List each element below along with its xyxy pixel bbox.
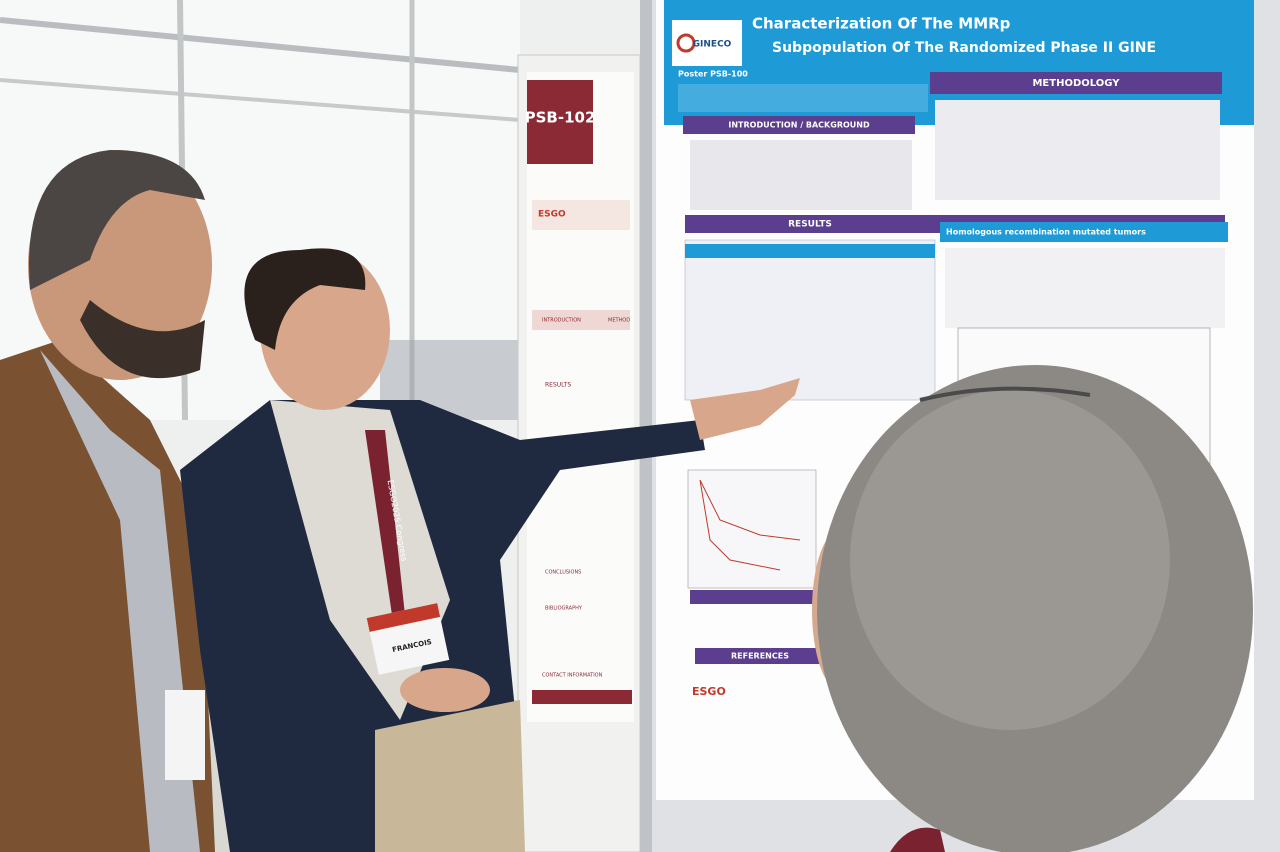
poster-heading: BIBLIOGRAPHY [545, 606, 583, 612]
section-bar [690, 590, 820, 604]
section-heading: RESULTS [788, 220, 832, 230]
pointing-hand [690, 378, 800, 440]
figure [687, 469, 817, 589]
poster-footer [532, 690, 632, 704]
hair-highlight [850, 390, 1170, 730]
badge [165, 690, 205, 780]
poster-title: Subpopulation Of The Randomized Phase II… [772, 40, 1156, 56]
logo-icon [676, 33, 696, 53]
table [684, 239, 936, 401]
section-bar [683, 116, 915, 134]
glasses [919, 386, 1091, 402]
poster [527, 72, 634, 722]
poster-title: Characterization Of The MMRp [752, 15, 1011, 33]
text-block [945, 248, 1225, 328]
poster-heading: CONTACT INFORMATION [542, 673, 603, 679]
beard [80, 300, 205, 379]
poster-heading: INTRODUCTION [542, 318, 581, 324]
section-heading: METHODOLOGY [1032, 78, 1120, 89]
window-frame [0, 17, 521, 73]
section-heading: INTRODUCTION / BACKGROUND [728, 121, 870, 130]
section-heading: REFERENCES [731, 652, 789, 661]
hair [29, 150, 205, 290]
hair [244, 248, 366, 350]
poster-logo: ESGO [538, 210, 566, 220]
logo-text: GINECO [693, 40, 732, 50]
lanyard [365, 430, 405, 615]
author-lines [678, 84, 928, 112]
section-bar [940, 222, 1228, 242]
poster-heading: METHOD [608, 318, 630, 324]
figure-curve [699, 479, 801, 571]
text-block [935, 100, 1220, 200]
lanyard [890, 827, 945, 852]
section-bar [695, 648, 825, 664]
logo-box [672, 20, 742, 66]
poster-code-box [527, 80, 593, 164]
poster-id: Poster PSB-100 [678, 70, 748, 79]
poster-code: PSB-102 [525, 109, 596, 127]
badge-band [366, 603, 441, 632]
poster-header [532, 200, 630, 230]
trousers [375, 700, 525, 852]
table-header [685, 244, 935, 258]
section-heading: Homologous recombination mutated tumors [946, 228, 1146, 237]
text-block [690, 140, 912, 210]
section-bar [930, 72, 1222, 94]
poster-heading: RESULTS [545, 382, 571, 389]
poster-heading: CONCLUSIONS [545, 570, 581, 576]
hand [400, 668, 490, 712]
poster-section [532, 310, 630, 330]
footer-logo: ESGO [692, 685, 726, 698]
window-frame [0, 78, 521, 122]
shirt [40, 350, 200, 852]
